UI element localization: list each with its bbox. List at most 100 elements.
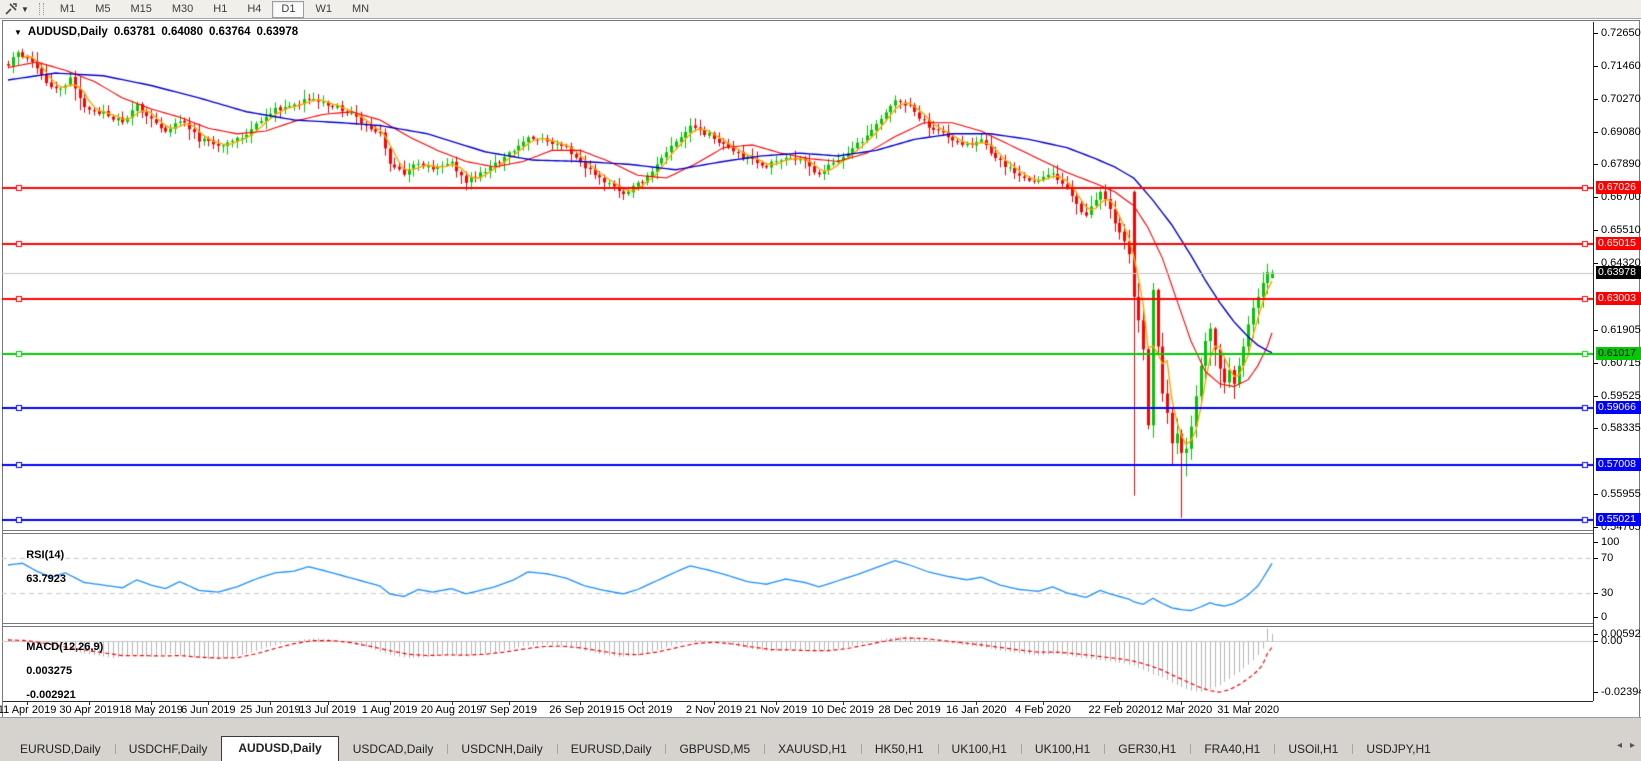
date-tick-mark [1248, 701, 1250, 705]
cursor-tool-glyph [5, 3, 17, 15]
price-chart-canvas[interactable] [2, 22, 1593, 530]
date-tick-mark [1119, 701, 1121, 705]
price-tick-label: 0.58335 [1601, 422, 1641, 435]
chart-tab-fra40-h1[interactable]: FRA40,H1 [1190, 738, 1274, 761]
chart-tab-usdcad-daily[interactable]: USDCAD,Daily [352, 742, 434, 756]
chart-tab-gbpusd-m5[interactable]: GBPUSD,M5 [665, 738, 764, 761]
macd-label: MACD(12,26,9) 0.003275 -0.002921 [14, 629, 103, 713]
chart-tab-hk50-h1[interactable]: HK50,H1 [860, 738, 938, 761]
rsi-tick-label: 30 [1601, 587, 1614, 599]
date-tick-mark [1043, 701, 1045, 705]
date-axis-label: 10 Dec 2019 [811, 704, 874, 716]
timeframe-button-group: M1 M5 M15 M30 H1 H4 D1 W1 MN [50, 0, 379, 18]
timeframe-toolbar: ▼ M1 M5 M15 M30 H1 H4 D1 W1 MN [0, 0, 1641, 19]
price-tick-label: 0.67890 [1601, 158, 1641, 171]
timeframe-button-mn[interactable]: MN [343, 1, 378, 18]
ohlc-low-value: 0.63764 [208, 26, 251, 38]
price-tick-label: 0.70270 [1601, 92, 1641, 105]
price-tick-mark [1594, 329, 1598, 331]
date-axis-label: 12 Mar 2020 [1150, 704, 1213, 716]
timeframe-button-h4[interactable]: H4 [238, 1, 270, 18]
price-tick-label: 0.72650 [1601, 26, 1641, 39]
price-tick-mark [1594, 527, 1598, 529]
timeframe-button-m5[interactable]: M5 [86, 1, 119, 18]
chart-tab-uk100-h1[interactable]: UK100,H1 [1020, 738, 1104, 761]
cursor-tool-icon[interactable] [2, 1, 20, 17]
price-tick-mark [1594, 164, 1598, 166]
chart-symbol-label: AUDUSD,Daily [27, 26, 108, 38]
level-price-label: 0.63003 [1596, 292, 1641, 306]
price-tick-label: 0.61905 [1601, 323, 1641, 336]
date-axis-label: 31 Mar 2020 [1217, 704, 1280, 716]
chart-tab-usdjpy-h1[interactable]: USDJPY,H1 [1352, 738, 1444, 761]
chart-tab-eurusd-daily[interactable]: EURUSD,Daily [556, 738, 666, 761]
current-price-label: 0.63978 [1596, 265, 1641, 279]
ohlc-close-value: 0.63978 [256, 26, 299, 38]
chart-tab-audusd-daily[interactable]: AUDUSD,Daily [221, 736, 339, 761]
chart-tab-usdchf-daily[interactable]: USDCHF,Daily [114, 738, 222, 761]
date-axis-label: 28 Dec 2019 [878, 704, 941, 716]
date-tick-mark [642, 701, 644, 705]
chart-title: ▼ AUDUSD,Daily 0.63781 0.64080 0.63764 0… [14, 26, 298, 38]
ohlc-open-value: 0.63781 [113, 26, 156, 38]
chart-collapse-icon[interactable]: ▼ [14, 27, 22, 37]
toolbar-grip-handle [38, 3, 44, 15]
price-tick-label: 0.71460 [1601, 59, 1641, 72]
date-tick-mark [89, 701, 91, 705]
date-axis-label: 20 Aug 2019 [420, 704, 483, 716]
chart-tab-usdcnh-daily[interactable]: USDCNH,Daily [447, 738, 556, 761]
date-axis-label: 13 Jul 2019 [299, 704, 357, 716]
date-tick-mark [327, 701, 329, 705]
level-price-label: 0.57008 [1596, 458, 1641, 472]
timeframe-button-d1[interactable]: D1 [272, 0, 305, 18]
main-rsi-divider [3, 530, 1593, 531]
tool-dropdown-caret-icon[interactable]: ▼ [21, 4, 29, 14]
timeframe-button-m30[interactable]: M30 [163, 1, 202, 18]
date-tick-mark [842, 701, 844, 705]
date-axis-label: 26 Sep 2019 [549, 704, 612, 716]
chart-tab-ger30-h1[interactable]: GER30,H1 [1104, 738, 1190, 761]
timeframe-button-m15[interactable]: M15 [121, 1, 160, 18]
date-axis-label: 16 Jan 2020 [946, 704, 1007, 716]
date-tick-mark [508, 701, 510, 705]
macd-tick-mark [1594, 641, 1598, 642]
tab-scroll-right-icon[interactable]: ▸ [1629, 740, 1635, 751]
chart-tab-eurusd-daily[interactable]: EURUSD,Daily [20, 742, 101, 756]
macd-indicator-canvas[interactable] [2, 626, 1593, 701]
macd-tick-label: 0.00 [1601, 635, 1623, 647]
date-axis-border [3, 701, 1593, 702]
date-axis-label: 22 Feb 2020 [1088, 704, 1151, 716]
level-price-label: 0.65015 [1596, 236, 1641, 250]
timeframe-button-m1[interactable]: M1 [51, 1, 84, 18]
price-tick-mark [1594, 131, 1598, 133]
chart-tab-bar: EURUSD,Daily USDCHF,Daily AUDUSD,Daily USDC… [0, 733, 1641, 761]
date-axis-label: 21 Nov 2019 [744, 704, 808, 716]
chart-tab-usoil-h1[interactable]: USOil,H1 [1274, 738, 1352, 761]
macd-tick-mark [1594, 692, 1598, 694]
timeframe-button-w1[interactable]: W1 [306, 1, 341, 18]
date-axis-label: 11 Apr 2019 [0, 704, 57, 716]
rsi-tick-label: 100 [1601, 536, 1620, 548]
rsi-tick-mark [1594, 617, 1598, 618]
price-tick-mark [1594, 362, 1598, 364]
chart-tab-uk100-h1[interactable]: UK100,H1 [937, 738, 1021, 761]
date-axis-label: 2 Nov 2019 [685, 704, 743, 716]
timeframe-button-h1[interactable]: H1 [204, 1, 236, 18]
price-tick-mark [1594, 263, 1598, 265]
level-price-label: 0.61017 [1596, 347, 1641, 361]
date-tick-mark [580, 701, 582, 705]
price-tick-mark [1594, 65, 1598, 67]
price-tick-mark [1594, 98, 1598, 100]
price-tick-mark [1594, 230, 1598, 232]
date-tick-mark [151, 701, 153, 705]
price-tick-mark [1594, 494, 1598, 496]
date-axis-label: 4 Feb 2020 [1015, 704, 1071, 716]
tab-scroll-left-icon[interactable]: ◂ [1616, 740, 1622, 751]
price-tick-mark [1594, 32, 1598, 34]
rsi-indicator-canvas[interactable] [2, 533, 1593, 623]
date-tick-mark [775, 701, 777, 705]
level-price-label: 0.67026 [1596, 181, 1641, 195]
tab-scroll-controls: ◂ ▸ [1617, 740, 1635, 751]
chart-tab-xauusd-h1[interactable]: XAUUSD,H1 [764, 738, 861, 761]
date-axis-label: 7 Sep 2019 [480, 704, 537, 716]
